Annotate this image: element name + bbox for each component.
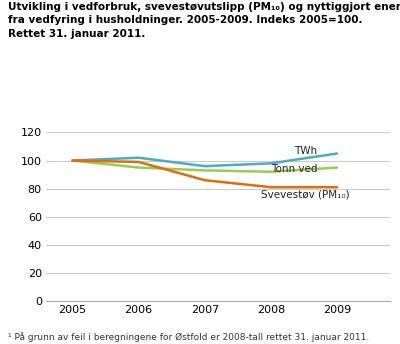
Text: TWh: TWh [294, 146, 317, 156]
Text: Svevestøv (PM₁₀): Svevestøv (PM₁₀) [261, 189, 350, 199]
Text: Utvikling i vedforbruk, svevestøvutslipp (PM₁₀) og nyttiggjort energi
fra vedfyr: Utvikling i vedforbruk, svevestøvutslipp… [8, 2, 400, 39]
Text: ¹ På grunn av feil i beregningene for Østfold er 2008-tall rettet 31. januar 201: ¹ På grunn av feil i beregningene for Øs… [8, 332, 369, 342]
Text: Tonn ved: Tonn ved [271, 164, 318, 174]
